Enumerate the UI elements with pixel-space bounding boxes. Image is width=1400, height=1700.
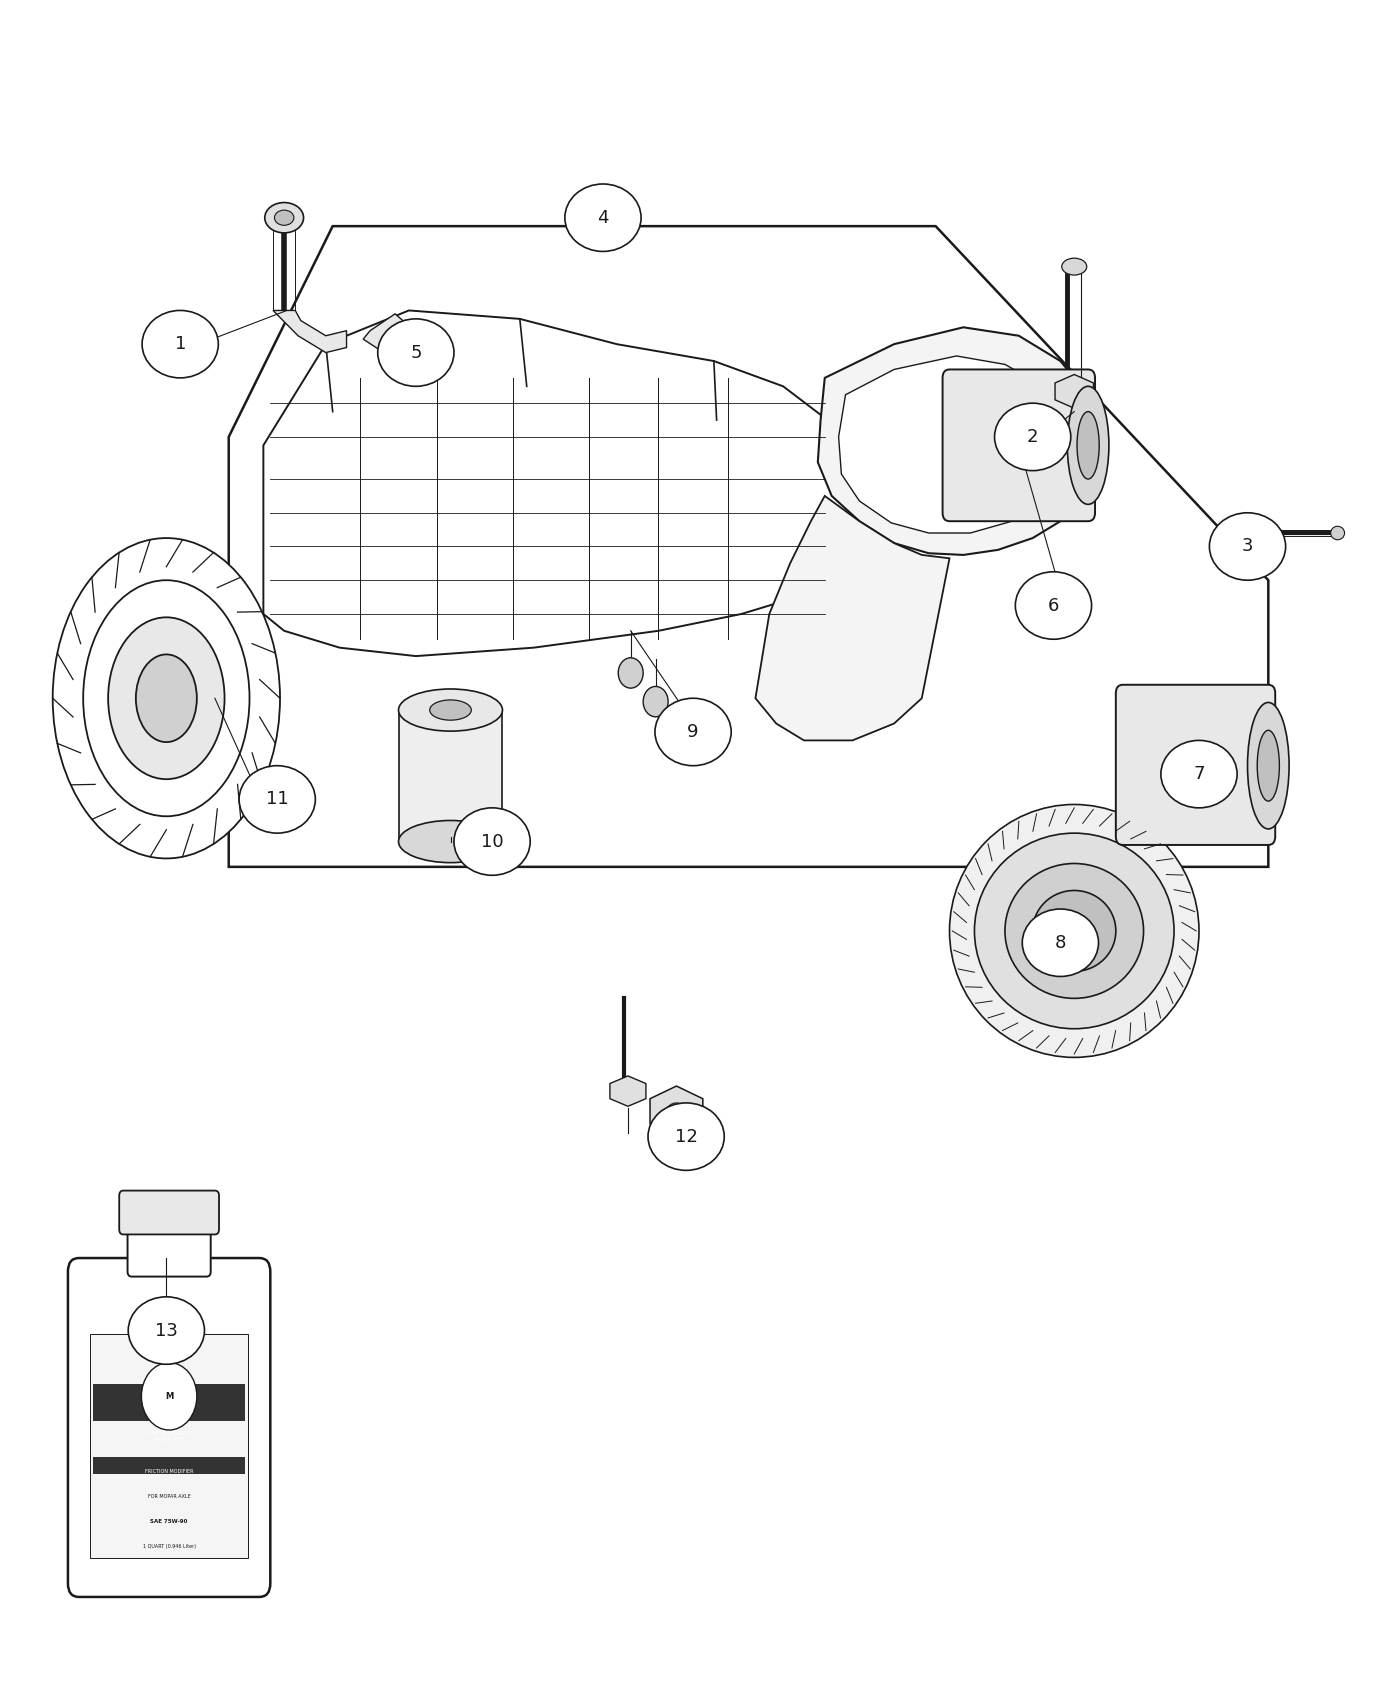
Ellipse shape: [141, 311, 218, 377]
Text: 8: 8: [1054, 933, 1065, 952]
Ellipse shape: [1005, 864, 1144, 998]
Text: 1: 1: [175, 335, 186, 354]
FancyBboxPatch shape: [92, 1384, 245, 1421]
Ellipse shape: [643, 687, 668, 717]
Ellipse shape: [430, 700, 472, 721]
Ellipse shape: [1161, 741, 1238, 808]
Polygon shape: [263, 311, 867, 656]
Ellipse shape: [1330, 527, 1344, 541]
Polygon shape: [650, 1086, 703, 1137]
Ellipse shape: [239, 765, 315, 833]
Text: 4: 4: [598, 209, 609, 226]
Text: 7: 7: [1193, 765, 1205, 784]
FancyBboxPatch shape: [119, 1190, 218, 1234]
FancyBboxPatch shape: [127, 1224, 211, 1277]
Ellipse shape: [1022, 910, 1099, 976]
Ellipse shape: [265, 202, 304, 233]
Polygon shape: [228, 226, 1268, 867]
Ellipse shape: [454, 808, 531, 876]
Polygon shape: [1056, 374, 1093, 408]
Ellipse shape: [83, 580, 249, 816]
Text: M: M: [165, 1392, 174, 1401]
Text: 13: 13: [155, 1321, 178, 1340]
Ellipse shape: [1033, 891, 1116, 971]
Polygon shape: [610, 1076, 645, 1107]
Polygon shape: [756, 496, 949, 741]
Text: 5: 5: [410, 343, 421, 362]
FancyBboxPatch shape: [1116, 685, 1275, 845]
Ellipse shape: [619, 658, 643, 688]
Ellipse shape: [1210, 513, 1285, 580]
FancyBboxPatch shape: [399, 711, 503, 842]
Ellipse shape: [129, 1297, 204, 1365]
Ellipse shape: [108, 617, 224, 779]
Polygon shape: [363, 314, 405, 350]
Ellipse shape: [378, 320, 454, 386]
Text: 9: 9: [687, 722, 699, 741]
Ellipse shape: [53, 539, 280, 858]
Ellipse shape: [666, 1103, 686, 1120]
Ellipse shape: [564, 184, 641, 252]
Text: 10: 10: [480, 833, 504, 850]
Text: 2: 2: [1028, 428, 1039, 445]
Ellipse shape: [1067, 386, 1109, 505]
Ellipse shape: [1015, 571, 1092, 639]
Ellipse shape: [655, 699, 731, 765]
Text: 12: 12: [675, 1127, 697, 1146]
Ellipse shape: [994, 403, 1071, 471]
Ellipse shape: [648, 1103, 724, 1170]
Polygon shape: [818, 328, 1095, 554]
Ellipse shape: [949, 804, 1198, 1057]
FancyBboxPatch shape: [92, 1457, 245, 1474]
FancyBboxPatch shape: [942, 369, 1095, 522]
Ellipse shape: [274, 211, 294, 226]
Ellipse shape: [399, 821, 503, 862]
FancyBboxPatch shape: [69, 1258, 270, 1596]
Ellipse shape: [136, 654, 197, 743]
Text: FOR MOPAR AXLE: FOR MOPAR AXLE: [147, 1494, 190, 1499]
Ellipse shape: [974, 833, 1175, 1028]
Circle shape: [141, 1363, 197, 1430]
FancyBboxPatch shape: [90, 1333, 248, 1559]
Text: 3: 3: [1242, 537, 1253, 556]
Ellipse shape: [399, 688, 503, 731]
Text: SAE 75W-90: SAE 75W-90: [150, 1518, 188, 1523]
Text: 1 QUART (0.946 Liter): 1 QUART (0.946 Liter): [143, 1544, 196, 1549]
Ellipse shape: [1061, 258, 1086, 275]
Polygon shape: [273, 311, 347, 352]
Text: FRICTION MODIFIER: FRICTION MODIFIER: [144, 1469, 193, 1474]
Text: 6: 6: [1047, 597, 1060, 614]
Text: 11: 11: [266, 790, 288, 809]
Ellipse shape: [1077, 411, 1099, 479]
Ellipse shape: [1247, 702, 1289, 830]
Polygon shape: [839, 355, 1071, 534]
Ellipse shape: [1257, 731, 1280, 801]
Text: SYNTHETIC GEAR
LUBRICANT: SYNTHETIC GEAR LUBRICANT: [147, 1431, 192, 1442]
